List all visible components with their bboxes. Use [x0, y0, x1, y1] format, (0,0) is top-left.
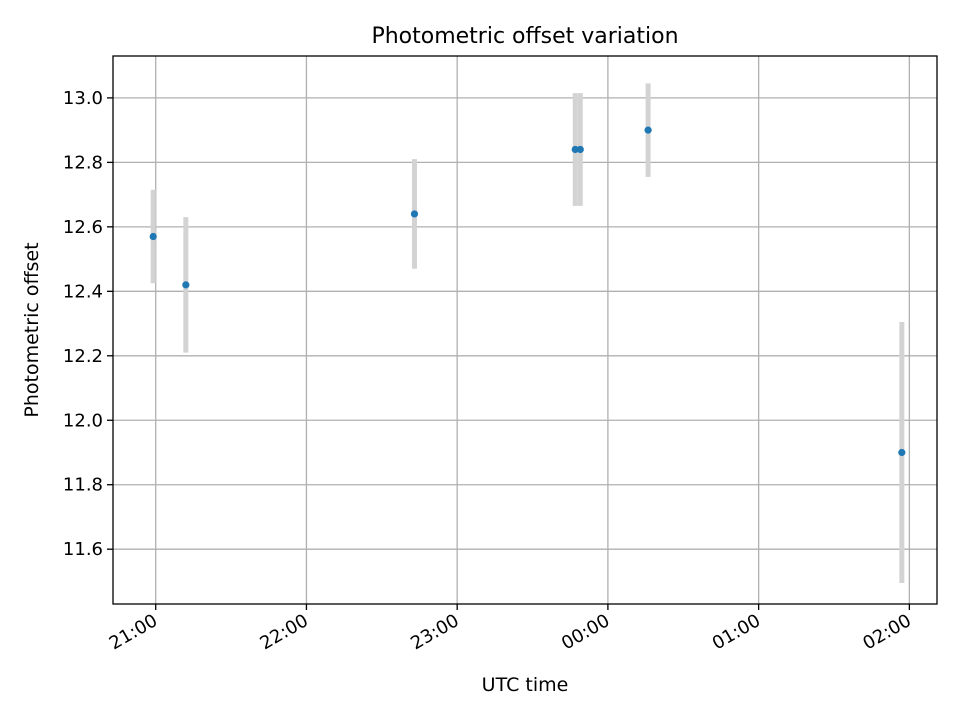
- y-tick-label: 11.8: [63, 475, 103, 496]
- data-point: [644, 126, 652, 134]
- data-point: [182, 281, 190, 289]
- y-tick-label: 12.8: [63, 152, 103, 173]
- y-axis-ticks: 11.6 11.8 12.0 12.2 12.4 12.6 12.8 13.0: [63, 88, 113, 560]
- y-tick-label: 13.0: [63, 88, 103, 109]
- data-point: [571, 145, 579, 154]
- plot-frame: [112, 55, 938, 605]
- data-point: [410, 210, 419, 218]
- y-axis-label: Photometric offset: [21, 242, 43, 417]
- chart-title: Photometric offset variation: [371, 24, 678, 49]
- data-point: [149, 232, 157, 241]
- y-tick-label: 12.0: [63, 410, 103, 431]
- grid: [113, 56, 937, 604]
- data-point: [576, 145, 584, 154]
- y-tick-label: 11.6: [63, 539, 103, 560]
- y-tick-label: 12.4: [63, 281, 103, 302]
- y-tick-label: 12.6: [63, 217, 103, 238]
- y-tick-label: 12.2: [63, 346, 103, 367]
- x-axis-label: UTC time: [482, 674, 569, 696]
- data-points: [149, 126, 906, 457]
- data-point: [898, 448, 906, 457]
